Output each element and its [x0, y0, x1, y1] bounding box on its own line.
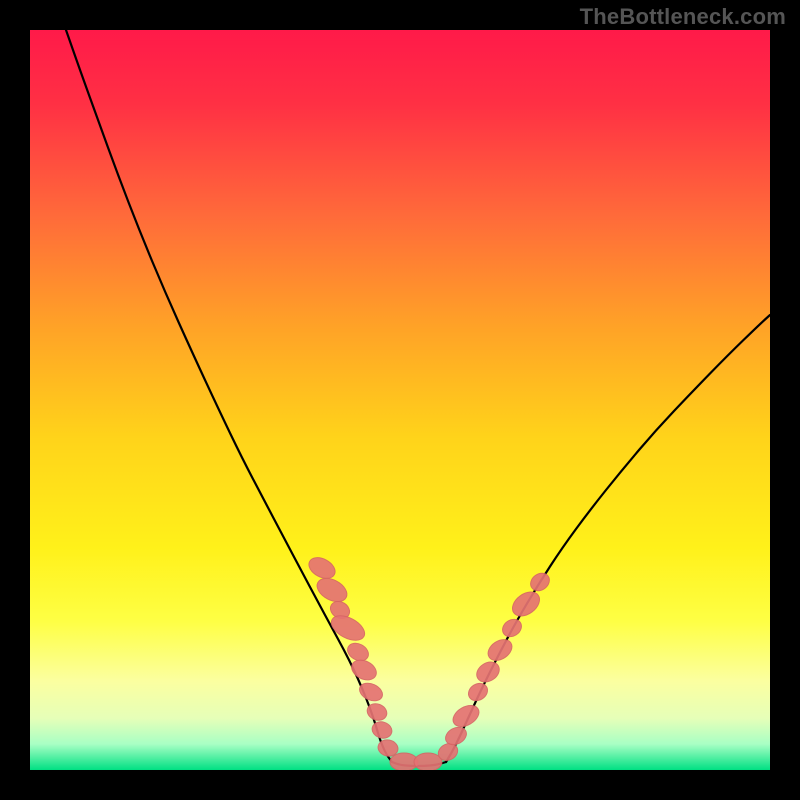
curve-segment [66, 30, 392, 762]
curve-marker [465, 680, 490, 704]
curve-marker [348, 656, 379, 684]
curve-marker [499, 616, 525, 640]
curve-marker [527, 570, 553, 595]
watermark-text: TheBottleneck.com [580, 4, 786, 30]
bottleneck-curve [30, 30, 770, 770]
curve-marker [473, 658, 503, 686]
curve-marker [414, 753, 442, 770]
curve-marker [305, 553, 338, 582]
curve-marker [449, 701, 482, 731]
curve-segment [446, 315, 770, 762]
curve-marker [508, 587, 544, 621]
curve-marker [484, 635, 516, 664]
chart-frame: TheBottleneck.com [0, 0, 800, 800]
plot-area [30, 30, 770, 770]
